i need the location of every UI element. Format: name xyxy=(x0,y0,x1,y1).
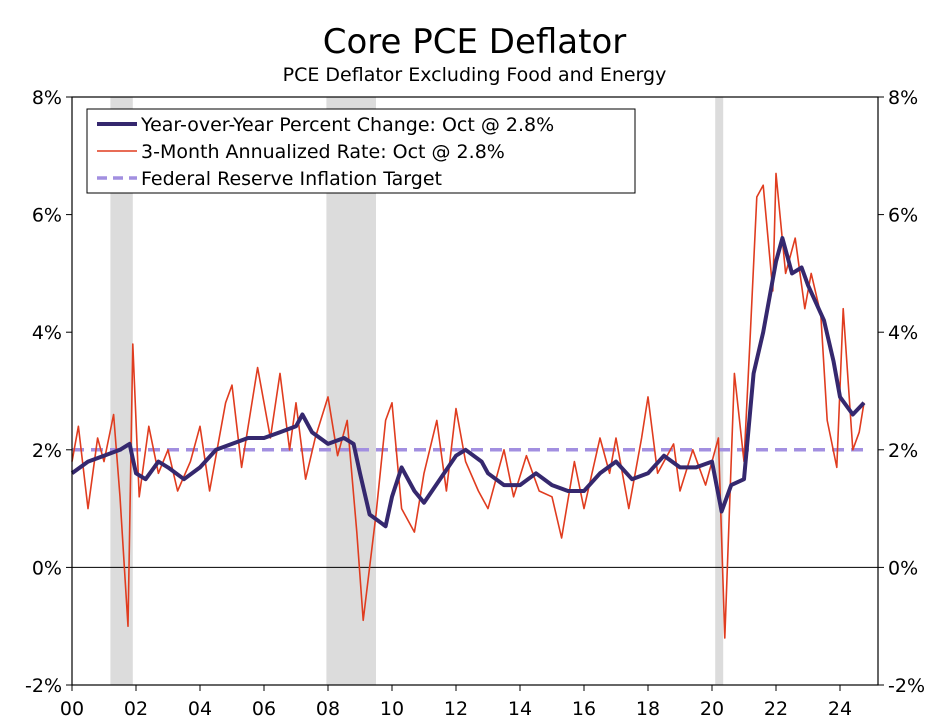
y-tick-label-left: 8% xyxy=(32,87,62,109)
legend: Year-over-Year Percent Change: Oct @ 2.8… xyxy=(86,108,636,194)
x-tick-label: 12 xyxy=(444,698,468,720)
x-tick-label: 10 xyxy=(380,698,404,720)
legend-label-yoy: Year-over-Year Percent Change: Oct @ 2.8… xyxy=(140,114,554,136)
x-tick-label: 16 xyxy=(572,698,596,720)
y-tick-label-right: 0% xyxy=(888,557,918,579)
x-tick-label: 00 xyxy=(60,698,84,720)
x-tick-label: 08 xyxy=(316,698,340,720)
yoy-line xyxy=(70,236,866,529)
y-tick-label-left: 0% xyxy=(32,557,62,579)
y-tick-label-left: 2% xyxy=(32,440,62,462)
y-tick-label-right: 4% xyxy=(888,322,918,344)
legend-label-target: Federal Reserve Inflation Target xyxy=(141,168,442,190)
x-tick-label: 06 xyxy=(252,698,276,720)
series-lines xyxy=(70,172,866,639)
x-tick-label: 18 xyxy=(636,698,660,720)
x-tick-label: 02 xyxy=(124,698,148,720)
plot-frame xyxy=(71,96,879,686)
y-tick-label-right: 8% xyxy=(888,87,918,109)
x-tick-label: 20 xyxy=(700,698,724,720)
y-tick-label-left: 6% xyxy=(32,205,62,227)
y-tick-label-left: -2% xyxy=(25,675,62,697)
axis-ticks: -2% -2% 0% 0% 2% 2% 4% 4% 6% 6% 8% 8% 00 02 04 06 08 10 12… xyxy=(25,87,925,720)
y-tick-label-right: 6% xyxy=(888,205,918,227)
recession-bar xyxy=(110,97,133,685)
y-tick-label-right: 2% xyxy=(888,440,918,462)
legend-label-3m: 3-Month Annualized Rate: Oct @ 2.8% xyxy=(141,141,505,163)
y-tick-label-left: 4% xyxy=(32,322,62,344)
x-tick-label: 04 xyxy=(188,698,212,720)
chart-title: Core PCE Deflator xyxy=(322,22,627,62)
x-tick-label: 14 xyxy=(508,698,532,720)
legend-box xyxy=(86,108,636,194)
chart-subtitle: PCE Deflator Excluding Food and Energy xyxy=(282,64,667,86)
x-tick-label: 24 xyxy=(828,698,852,720)
x-tick-label: 22 xyxy=(764,698,788,720)
three-month-line xyxy=(71,172,865,639)
recession-bar xyxy=(715,97,724,685)
y-tick-label-right: -2% xyxy=(888,675,925,697)
